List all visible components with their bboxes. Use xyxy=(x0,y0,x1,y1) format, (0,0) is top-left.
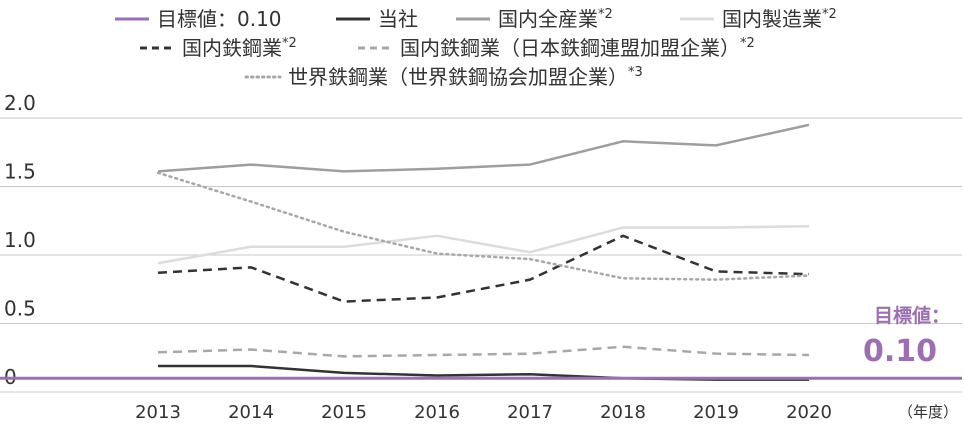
series-line xyxy=(157,123,810,173)
x-tick-label: 2019 xyxy=(693,402,739,423)
legend-footnote-mark: *2 xyxy=(822,7,837,22)
y-tick-label: 2.0 xyxy=(4,91,36,115)
legend-footnote-mark: *2 xyxy=(740,36,755,51)
legend-label: 当社 xyxy=(378,7,418,31)
x-tick-label: 2018 xyxy=(600,402,646,423)
series-line xyxy=(157,345,810,358)
legend-label-text: 国内鉄鋼業（日本鉄鋼連盟加盟企業） xyxy=(400,36,740,60)
series-line xyxy=(157,234,810,303)
x-tick-label: 2017 xyxy=(507,402,553,423)
y-tick-label: 1.0 xyxy=(4,228,36,252)
series-line xyxy=(157,224,810,265)
series-lines xyxy=(0,123,962,381)
legend-footnote-mark: *3 xyxy=(628,65,643,80)
x-tick-label: 2013 xyxy=(135,402,181,423)
legend-label: 国内鉄鋼業（日本鉄鋼連盟加盟企業）*2 xyxy=(400,36,755,60)
legend-label: 国内製造業*2 xyxy=(722,7,837,31)
series-line xyxy=(156,171,811,281)
legend-label: 国内全産業*2 xyxy=(498,7,613,31)
target-label: 目標値： xyxy=(874,304,950,327)
legend-label-text: 目標値：0.10 xyxy=(157,7,282,31)
x-tick-label: 2015 xyxy=(321,402,367,423)
legend-label: 国内鉄鋼業*2 xyxy=(182,36,297,60)
legend-label-text: 国内鉄鋼業 xyxy=(182,36,282,60)
grid xyxy=(0,117,962,393)
y-tick-label: 0.5 xyxy=(4,297,36,321)
legend-label-text: 国内製造業 xyxy=(722,7,822,31)
legend-label: 世界鉄鋼業（世界鉄鋼協会加盟企業）*3 xyxy=(288,65,643,89)
legend-footnote-mark: *2 xyxy=(598,7,613,22)
x-axis: 2013 2014 2015 2016 2017 2018 2019 2020 xyxy=(135,402,832,423)
x-tick-label: 2020 xyxy=(786,402,832,423)
y-axis: 00.51.01.52.0 xyxy=(4,91,36,389)
y-tick-label: 1.5 xyxy=(4,160,36,184)
x-tick-label: 2016 xyxy=(414,402,460,423)
legend-label-text: 国内全産業 xyxy=(498,7,598,31)
target-value: 0.10 xyxy=(863,334,937,369)
x-axis-unit-label: （年度） xyxy=(898,403,958,421)
legend-label-text: 当社 xyxy=(378,7,418,31)
legend-label: 目標値：0.10 xyxy=(157,7,282,31)
legend-label-text: 世界鉄鋼業（世界鉄鋼協会加盟企業） xyxy=(288,65,628,89)
x-tick-label: 2014 xyxy=(228,402,274,423)
legend-footnote-mark: *2 xyxy=(282,36,297,51)
